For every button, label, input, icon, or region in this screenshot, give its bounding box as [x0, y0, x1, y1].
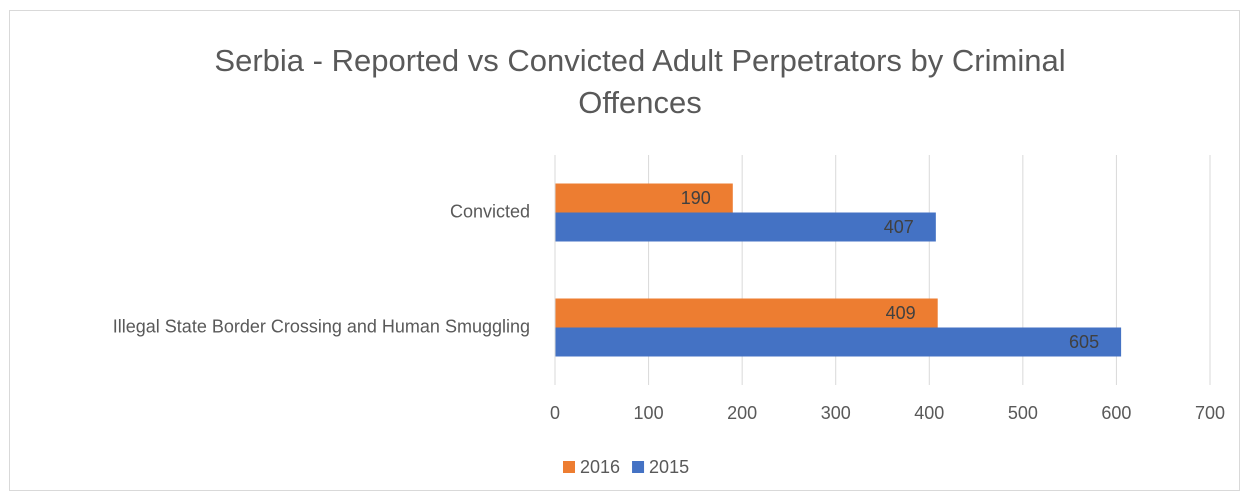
legend-label: 2015	[649, 457, 689, 477]
bar	[555, 327, 1122, 357]
chart-title: Serbia - Reported vs Convicted Adult Per…	[214, 43, 1066, 120]
data-label: 407	[884, 217, 914, 237]
x-tick-label: 200	[727, 403, 757, 423]
legend-label: 2016	[580, 457, 620, 477]
data-label: 605	[1069, 332, 1099, 352]
y-tick-label: Illegal State Border Crossing and Human …	[113, 316, 530, 336]
bar	[555, 212, 936, 242]
x-tick-label: 600	[1101, 403, 1131, 423]
bar	[555, 298, 938, 328]
x-tick-label: 500	[1008, 403, 1038, 423]
x-tick-label: 400	[914, 403, 944, 423]
legend-swatch	[563, 461, 575, 473]
x-tick-label: 300	[821, 403, 851, 423]
data-label: 409	[886, 303, 916, 323]
x-tick-label: 100	[634, 403, 664, 423]
bar	[555, 183, 733, 213]
chart-border	[9, 10, 1240, 491]
x-tick-label: 0	[550, 403, 560, 423]
y-tick-label: Convicted	[450, 201, 530, 221]
legend-swatch	[632, 461, 645, 473]
x-tick-label: 700	[1195, 403, 1225, 423]
data-label: 190	[681, 188, 711, 208]
